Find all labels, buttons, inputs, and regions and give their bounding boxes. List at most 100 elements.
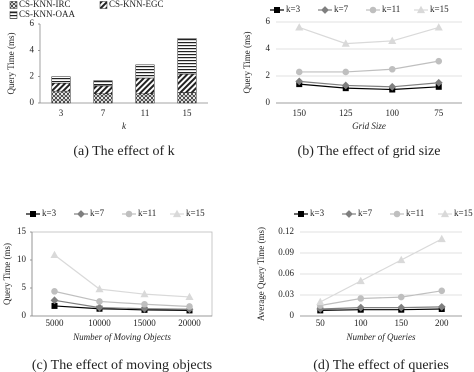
y-tick-label: 0.03 — [278, 289, 294, 299]
y-tick-label: 0 — [266, 97, 271, 107]
marker — [50, 296, 59, 305]
marker — [140, 289, 149, 298]
legend-label: k=11 — [382, 4, 400, 14]
marker — [356, 303, 365, 312]
marker — [95, 284, 104, 293]
marker — [397, 303, 406, 312]
marker — [388, 65, 396, 73]
marker — [50, 250, 59, 259]
marker — [95, 303, 104, 312]
y-tick-label: 15 — [17, 226, 27, 236]
marker — [397, 293, 405, 301]
legend-label: k=15 — [454, 208, 473, 218]
legend-swatch — [99, 1, 108, 9]
y-tick-label: 4 — [30, 44, 35, 54]
legend-marker — [345, 210, 353, 218]
x-tick-label: 50 — [316, 318, 326, 328]
legend-marker — [274, 7, 280, 13]
marker — [140, 304, 149, 313]
legend-swatch — [9, 11, 18, 19]
legend-marker — [416, 5, 426, 14]
marker — [397, 255, 406, 264]
y-axis-label: Query Time (ms) — [2, 243, 12, 305]
x-tick-label: 15 — [183, 108, 193, 118]
y-tick-label: 4 — [266, 43, 271, 53]
bar-segment — [93, 85, 113, 95]
x-axis-label: Number of Queries — [346, 332, 416, 342]
x-tick-label: 11 — [141, 108, 150, 118]
marker — [356, 276, 365, 285]
legend-marker — [393, 210, 401, 218]
marker — [438, 287, 446, 295]
x-tick-label: 3 — [59, 108, 64, 118]
legend-label: CS-KNN-EGC — [109, 0, 164, 9]
y-axis-label: Average Query Time (ms) — [256, 227, 266, 321]
bar-segment — [51, 83, 71, 92]
marker — [185, 292, 194, 301]
legend-label: k=15 — [430, 4, 449, 14]
series-line — [299, 26, 439, 45]
caption: (c) The effect of moving objects — [32, 358, 212, 372]
y-tick-label: 0 — [290, 310, 295, 320]
series-line — [319, 238, 443, 303]
legend-marker — [321, 6, 329, 14]
legend-label: k=7 — [358, 208, 373, 218]
series-line — [299, 60, 439, 73]
x-tick-label: 15000 — [133, 318, 156, 328]
marker — [435, 57, 443, 65]
bar-segment — [93, 80, 113, 87]
bar-segment — [93, 93, 113, 104]
series-line — [54, 305, 190, 311]
legend-marker — [369, 6, 377, 14]
x-tick-label: 150 — [293, 108, 307, 118]
marker — [295, 68, 303, 76]
series-line — [54, 254, 190, 298]
legend-marker — [125, 210, 133, 218]
y-tick-label: 0 — [22, 310, 27, 320]
legend-label: k=11 — [406, 208, 424, 218]
x-tick-label: 75 — [434, 108, 444, 118]
legend-label: k=3 — [42, 208, 57, 218]
x-tick-label: 7 — [101, 108, 106, 118]
bar-segment — [177, 38, 197, 75]
series-line — [299, 83, 439, 91]
y-tick-label: 6 — [266, 16, 271, 26]
bar-segment — [51, 76, 71, 84]
legend-label: k=7 — [90, 208, 105, 218]
series-line — [54, 299, 190, 310]
legend-label: k=3 — [286, 4, 301, 14]
series-line — [54, 290, 190, 308]
legend-label: k=11 — [138, 208, 156, 218]
x-axis-label: Number of Moving Objects — [72, 332, 171, 342]
marker — [437, 234, 446, 243]
legend-marker — [30, 211, 36, 217]
marker — [341, 81, 350, 90]
marker — [186, 303, 193, 310]
series-line — [320, 290, 442, 307]
caption: (a) The effect of k — [73, 144, 174, 159]
x-tick-label: 100 — [386, 108, 400, 118]
marker — [357, 295, 365, 302]
legend-marker — [440, 209, 450, 218]
marker — [342, 68, 350, 76]
series-line — [320, 306, 442, 310]
marker — [316, 297, 325, 306]
legend-marker — [77, 210, 85, 218]
y-tick-label: 2 — [266, 70, 271, 80]
marker — [295, 23, 304, 31]
bar-segment — [135, 64, 155, 79]
y-axis-label: Query Time (ms) — [6, 32, 16, 94]
y-tick-label: 10 — [17, 254, 27, 264]
caption: (d) The effect of queries — [313, 358, 449, 372]
marker — [388, 82, 397, 91]
x-tick-label: 150 — [395, 318, 409, 328]
bar-segment — [51, 90, 71, 104]
legend-label: k=15 — [186, 208, 205, 218]
x-tick-label: 5000 — [46, 318, 65, 328]
legend-label: k=7 — [334, 4, 349, 14]
marker — [141, 300, 148, 308]
legend-label: k=3 — [310, 208, 325, 218]
bar-segment — [135, 77, 155, 95]
y-tick-label: 0.12 — [278, 226, 294, 236]
